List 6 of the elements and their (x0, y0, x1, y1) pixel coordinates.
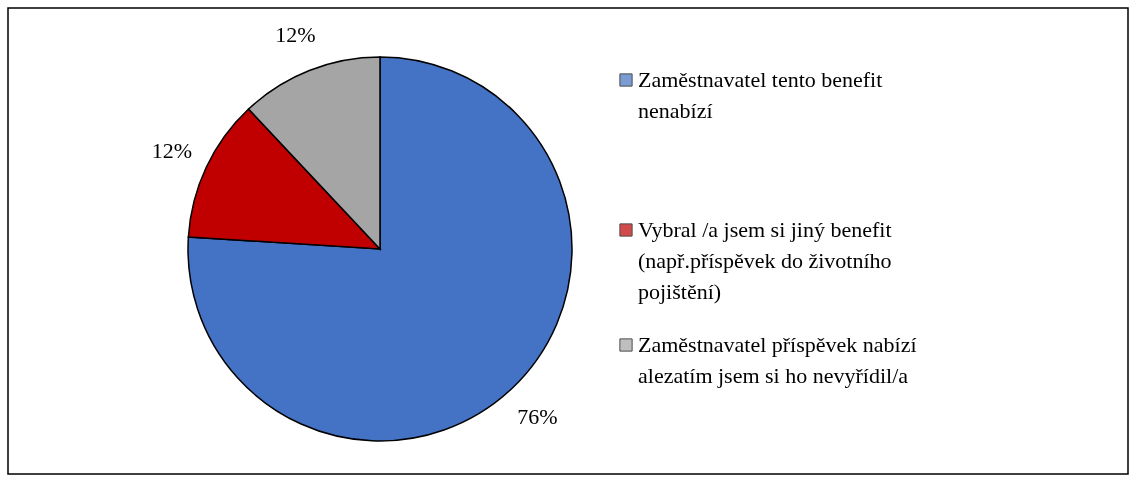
data-label: 12% (275, 22, 316, 48)
data-label: 12% (151, 138, 193, 164)
data-label: 76% (517, 403, 558, 429)
legend-label: Zaměstnavatel tento benefit nenabízí (638, 67, 883, 123)
legend-label: Vybral /a jsem si jiný benefit (např.příspěvek do životního pojištění) (638, 217, 892, 304)
legend-label: Zaměstnavatel příspěvek nabízí alezatím jsem si ho nevyřídil/a (638, 332, 917, 388)
